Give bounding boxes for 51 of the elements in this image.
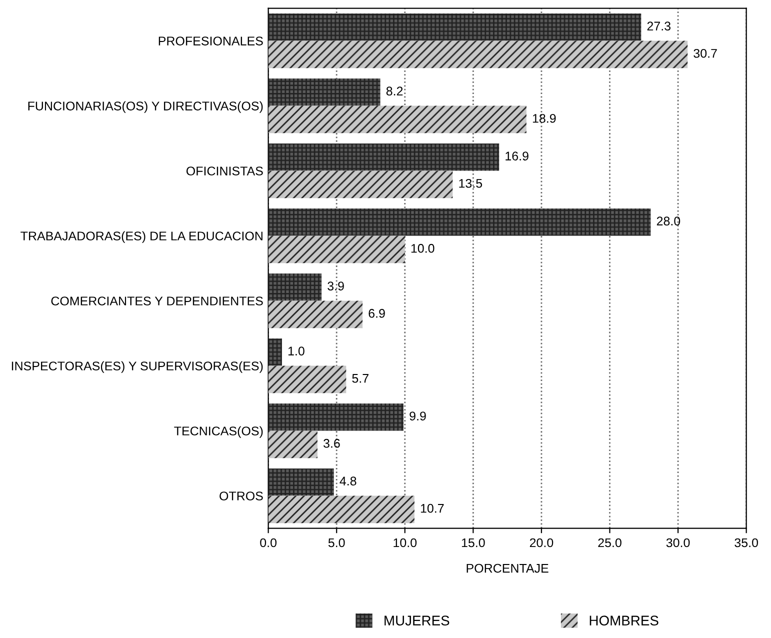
bar bbox=[268, 143, 500, 171]
bar bbox=[268, 496, 414, 524]
x-axis-title: PORCENTAJE bbox=[466, 564, 548, 573]
data-label: 4.8 bbox=[340, 476, 356, 486]
bar bbox=[268, 13, 642, 41]
data-label: 8.2 bbox=[386, 86, 403, 96]
bar bbox=[268, 430, 318, 458]
y-tick-label: OFICINISTAS bbox=[186, 166, 263, 176]
data-label: 10.7 bbox=[420, 504, 444, 513]
data-label: 5.7 bbox=[352, 374, 368, 383]
bar bbox=[268, 78, 380, 106]
y-tick-label: FUNCIONARIAS(OS) Y DIRECTIVAS(OS) bbox=[28, 101, 263, 113]
data-label: 16.9 bbox=[506, 152, 528, 160]
x-tick-label: 5.0 bbox=[328, 538, 345, 548]
bar bbox=[268, 208, 651, 236]
bar bbox=[268, 273, 322, 301]
bar bbox=[268, 40, 688, 68]
x-tick-label: 20.0 bbox=[530, 538, 554, 548]
bar bbox=[268, 403, 404, 431]
y-tick-label: OTROS bbox=[220, 492, 263, 500]
data-label: 3.6 bbox=[324, 438, 340, 448]
x-tick-label: 15.0 bbox=[462, 538, 485, 548]
x-tick-label: 35.0 bbox=[734, 538, 758, 548]
x-tick-label: 10.0 bbox=[394, 538, 417, 548]
y-tick-label: TECNICAS(OS) bbox=[174, 426, 263, 438]
bar bbox=[268, 300, 363, 328]
y-tick-label: PROFESIONALES bbox=[158, 36, 263, 46]
data-label: 27.3 bbox=[647, 22, 670, 30]
data-label: 28.0 bbox=[656, 216, 680, 226]
x-tick-label: 0.0 bbox=[260, 538, 277, 548]
data-label: 9.9 bbox=[410, 412, 426, 420]
data-label: 13.5 bbox=[459, 178, 482, 188]
data-label: 18.9 bbox=[532, 114, 556, 123]
y-tick-label: INSPECTORAS(ES) Y SUPERVISORAS(ES) bbox=[12, 361, 263, 373]
bar bbox=[268, 170, 453, 198]
data-label: 6.9 bbox=[368, 308, 385, 318]
bar bbox=[268, 236, 405, 264]
x-tick-label: 30.0 bbox=[666, 538, 690, 548]
legend-label: HOMBRES bbox=[590, 616, 658, 626]
data-label: 3.9 bbox=[328, 282, 344, 290]
data-label: 1.0 bbox=[288, 346, 304, 356]
y-tick-label: COMERCIANTES Y DEPENDIENTES bbox=[51, 296, 263, 306]
bar bbox=[268, 468, 334, 496]
y-tick-label: TRABAJADORAS(ES) DE LA EDUCACION bbox=[20, 231, 262, 243]
bar bbox=[268, 106, 526, 134]
x-tick-label: 25.0 bbox=[598, 538, 622, 548]
bar bbox=[268, 366, 346, 394]
data-label: 30.7 bbox=[694, 48, 717, 58]
legend-label: MUJERES bbox=[384, 616, 450, 626]
data-label: 10.0 bbox=[411, 244, 434, 253]
bar bbox=[268, 338, 282, 366]
